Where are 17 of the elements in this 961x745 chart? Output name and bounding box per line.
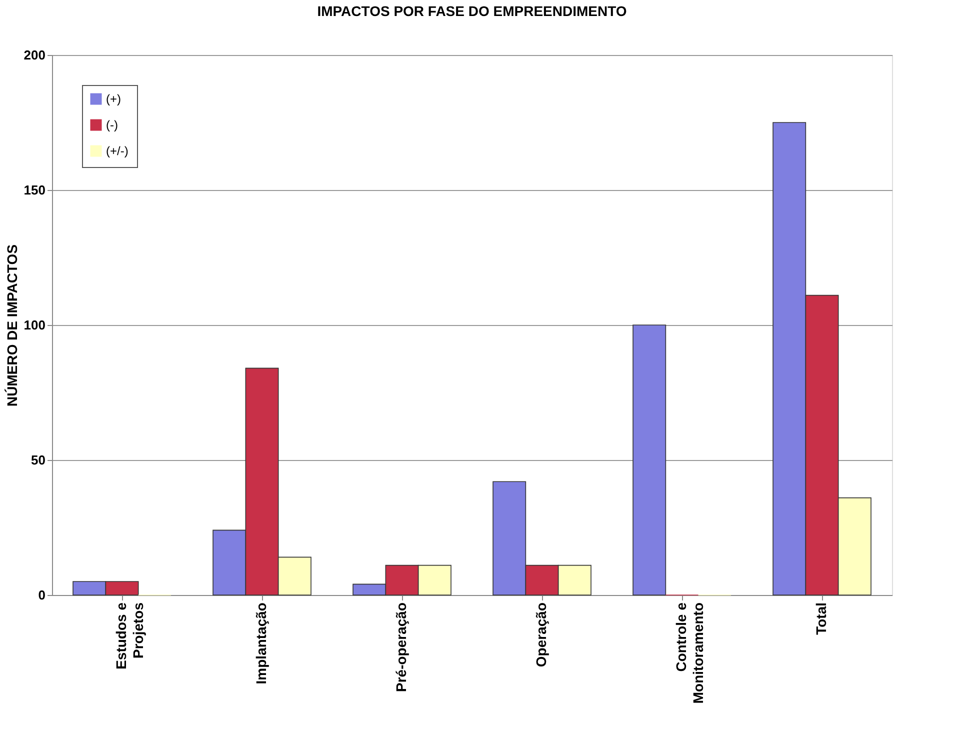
y-tick-label: 50: [31, 452, 46, 468]
x-tick-label: Estudos e Projetos: [113, 602, 146, 670]
y-axis-title: NÚMERO DE IMPACTOS: [4, 244, 20, 407]
x-tick-label: Controle e Monitoramento: [673, 602, 706, 704]
y-tick-label: 0: [38, 588, 46, 602]
y-tick-label: 150: [24, 182, 46, 198]
x-tick-label: Pré-operação: [393, 602, 409, 692]
legend-label: (-): [106, 118, 118, 132]
bar: [632, 324, 666, 596]
x-tick-label: Total: [813, 602, 829, 635]
x-tick-label: Implantação: [253, 602, 269, 684]
x-tick-label: Operação: [533, 602, 549, 668]
chart-title: IMPACTOS POR FASE DO EMPREENDIMENTO: [317, 3, 627, 19]
y-tick-label: 100: [24, 318, 46, 332]
y-tick-label: 200: [24, 48, 46, 62]
legend-label: (+/-): [106, 144, 128, 158]
legend-label: (+): [106, 92, 122, 106]
